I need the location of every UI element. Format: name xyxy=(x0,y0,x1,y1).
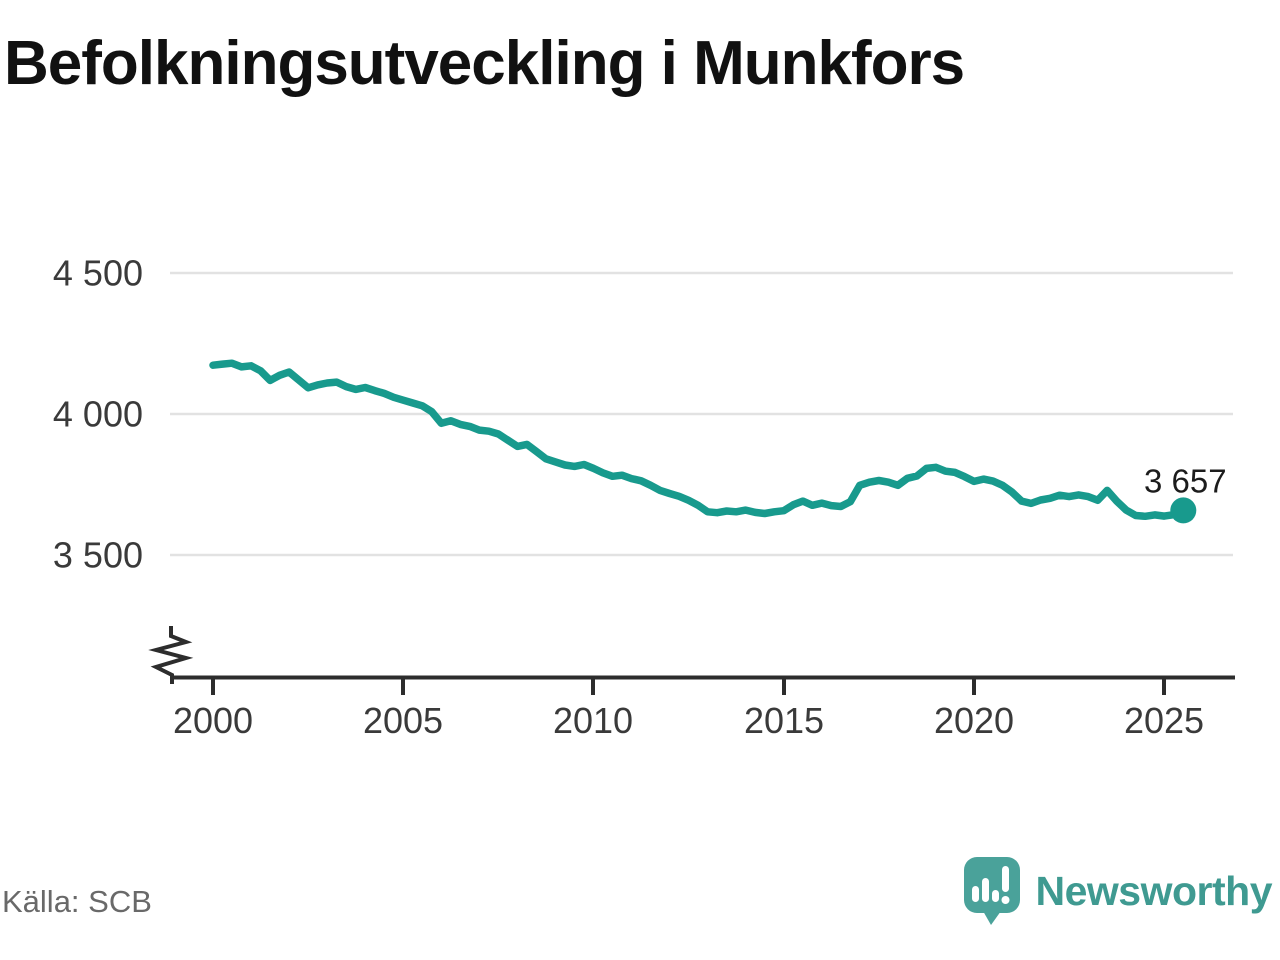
brand-footer: Newsworthy xyxy=(963,856,1273,926)
latest-value-label: 3 657 xyxy=(1144,462,1227,499)
latest-value-dot xyxy=(1170,497,1197,524)
x-tick-label-2005: 2005 xyxy=(363,700,443,741)
data-line xyxy=(209,359,1188,521)
y-tick-label-4000: 4 000 xyxy=(53,394,143,435)
chart-title: Befolkningsutveckling i Munkfors xyxy=(4,29,965,98)
x-tick-label-2020: 2020 xyxy=(934,700,1014,741)
x-tick-label-2015: 2015 xyxy=(744,700,824,741)
source-label: Källa: SCB xyxy=(2,884,152,919)
y-tick-label-3500: 3 500 xyxy=(53,535,143,576)
x-tick-label-2025: 2025 xyxy=(1124,700,1204,741)
newsworthy-logo-icon xyxy=(963,857,1020,925)
x-tick-label-2000: 2000 xyxy=(173,700,253,741)
y-tick-label-4500: 4 500 xyxy=(53,253,143,294)
y-axis-break-icon xyxy=(148,626,194,684)
x-tick-label-2010: 2010 xyxy=(553,700,633,741)
brand-name: Newsworthy xyxy=(1035,867,1273,914)
